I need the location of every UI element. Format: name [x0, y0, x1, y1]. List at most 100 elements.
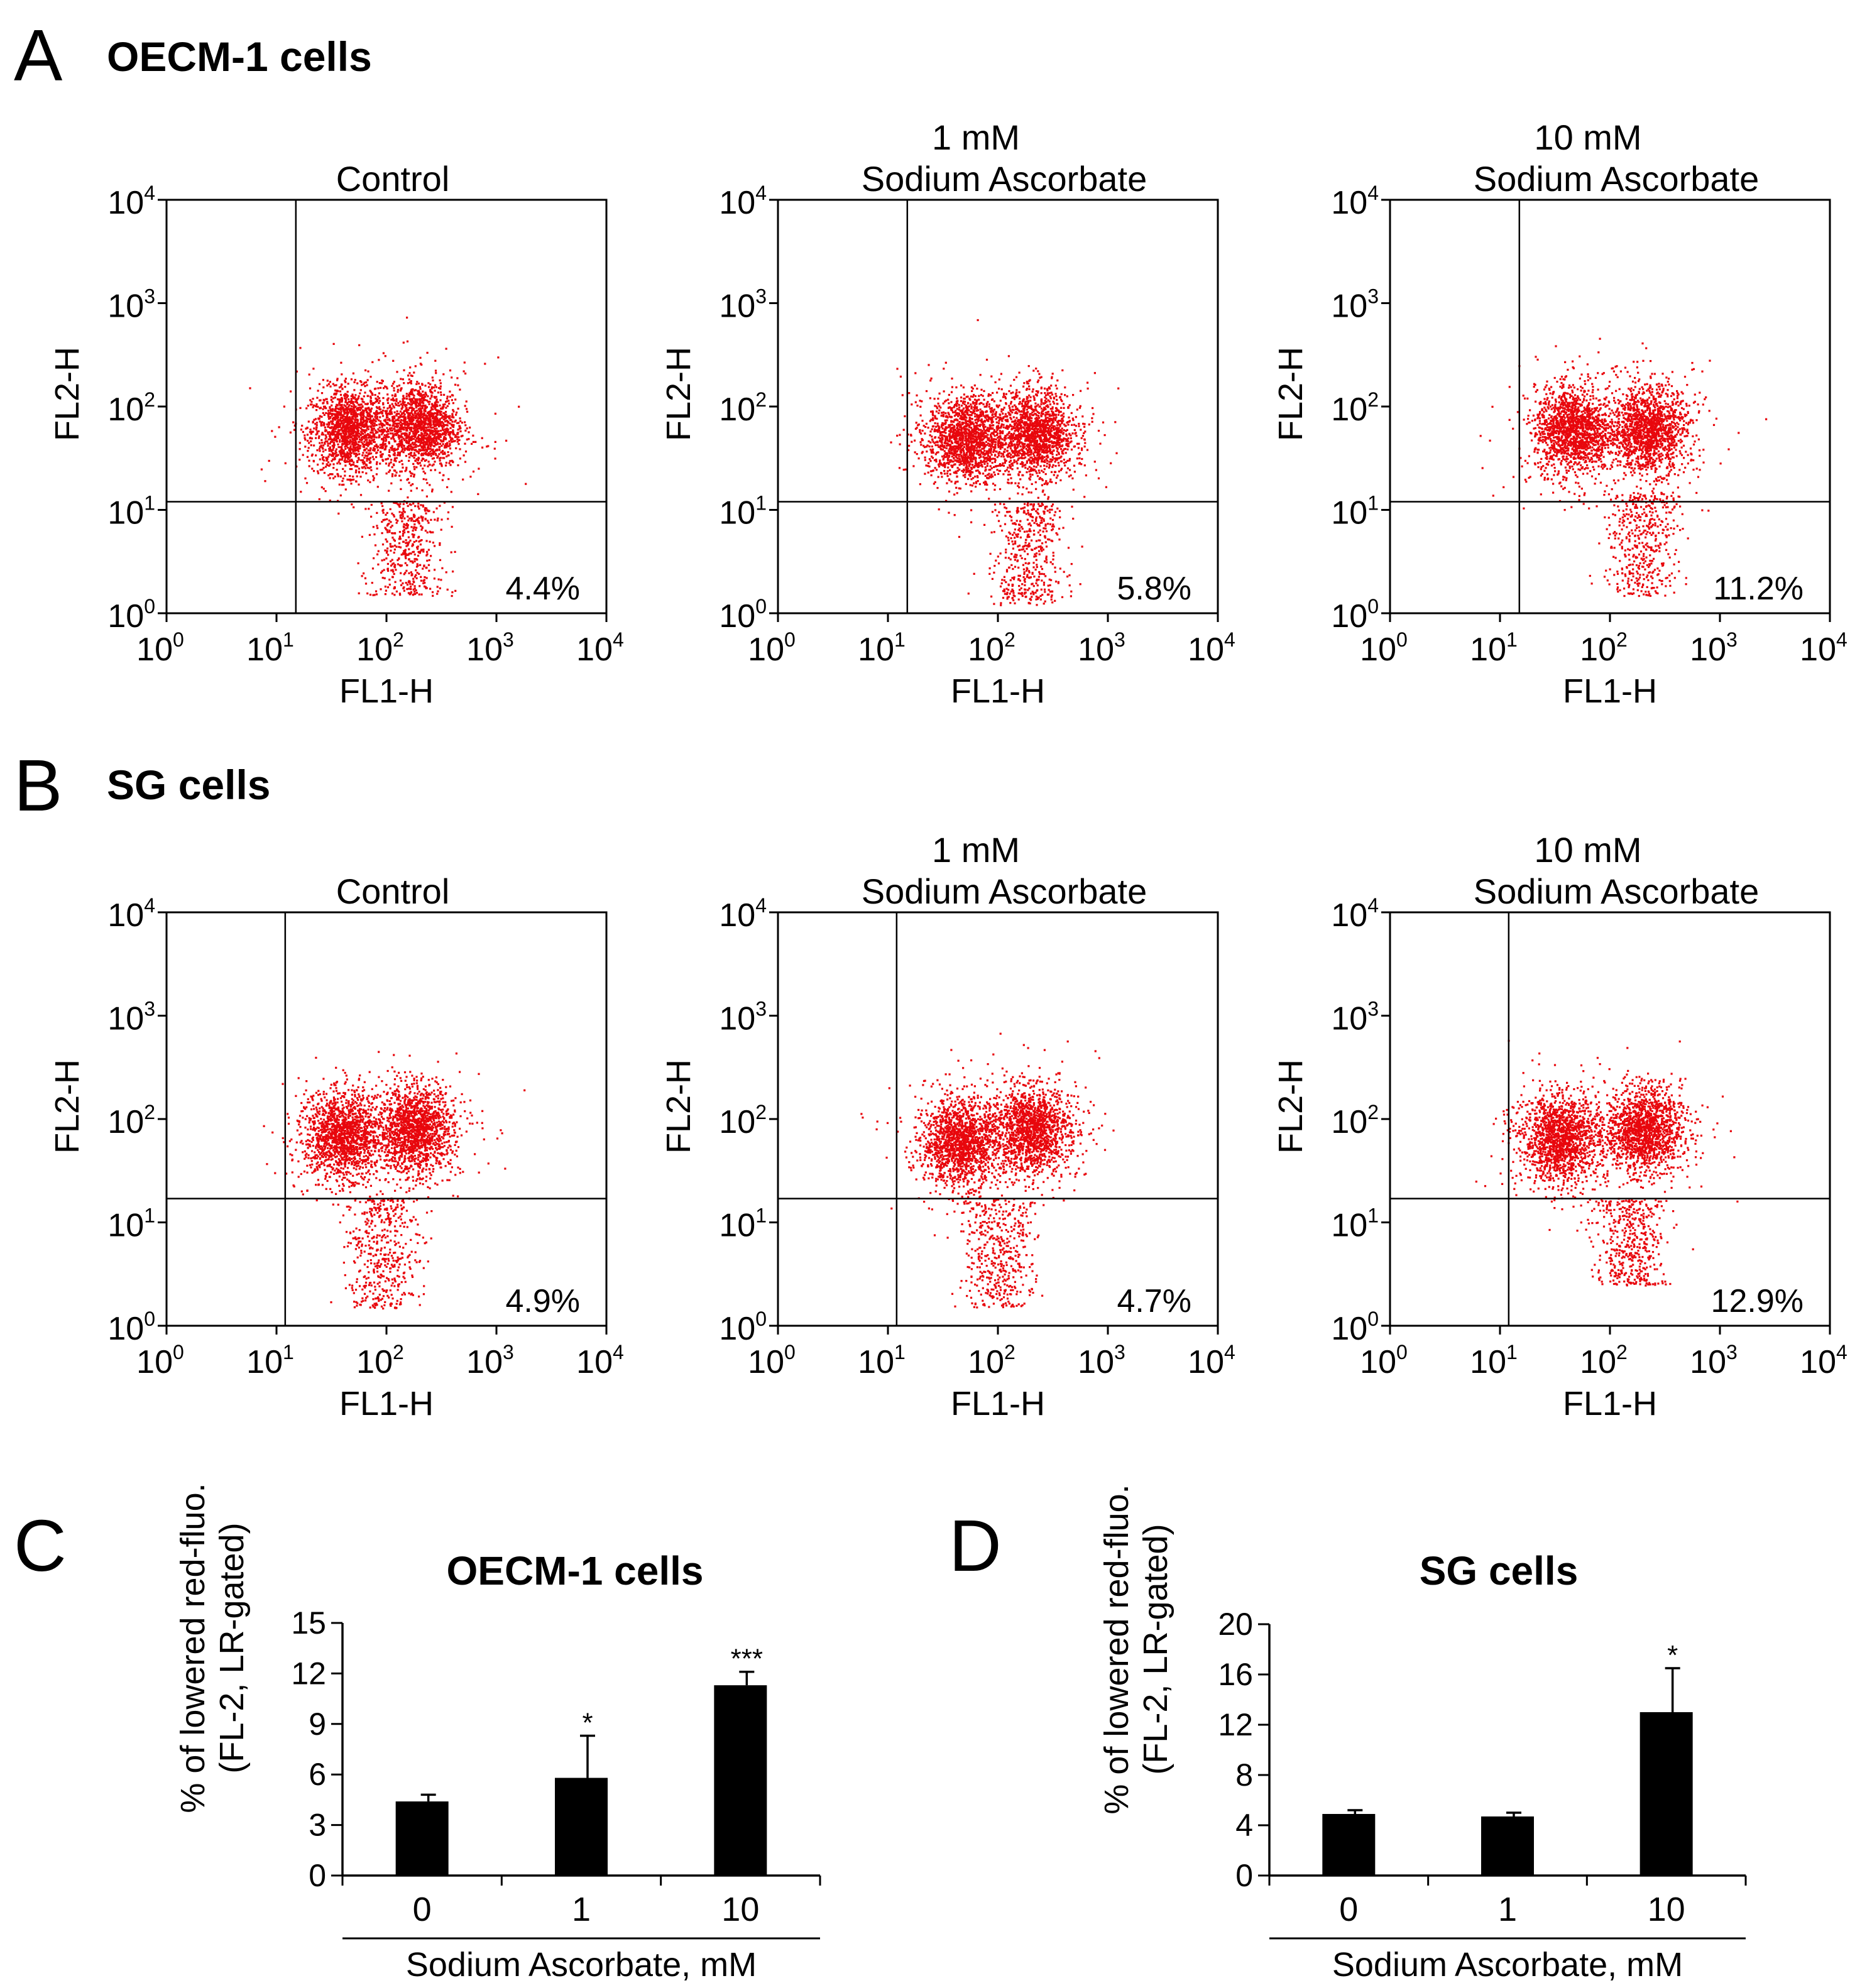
- scatter-point: [445, 407, 447, 408]
- scatter-point: [449, 391, 451, 393]
- scatter-point: [367, 371, 369, 373]
- scatter-point: [408, 372, 410, 374]
- scatter-point: [302, 431, 304, 433]
- scatter-point: [307, 456, 309, 458]
- scatter-point: [400, 378, 402, 380]
- scatter-point: [975, 482, 977, 484]
- scatter-point: [421, 423, 423, 425]
- scatter-point: [394, 545, 396, 547]
- scatter-point: [938, 428, 939, 430]
- scatter-point: [398, 436, 400, 438]
- scatter-point: [304, 445, 306, 447]
- scatter-point: [916, 405, 918, 407]
- scatter-point: [290, 432, 292, 434]
- scatter-point: [439, 542, 441, 544]
- scatter-point: [405, 557, 407, 559]
- scatter-point: [419, 585, 420, 587]
- scatter-point: [422, 489, 424, 491]
- scatter-point: [963, 452, 965, 454]
- scatter-point: [975, 449, 977, 451]
- scatter-point: [370, 391, 372, 393]
- scatter-point: [457, 436, 459, 438]
- scatter-point: [983, 399, 985, 401]
- scatter-point: [442, 423, 444, 425]
- scatter-point: [408, 460, 410, 462]
- scatter-point: [367, 395, 369, 397]
- scatter-point: [393, 464, 395, 466]
- scatter-point: [326, 423, 328, 425]
- scatter-point: [478, 467, 479, 469]
- scatter-point: [946, 483, 948, 484]
- scatter-point: [432, 427, 434, 429]
- scatter-point: [1001, 423, 1003, 425]
- scatter-point: [424, 396, 426, 398]
- scatter-point: [325, 398, 327, 400]
- scatter-point: [366, 593, 368, 594]
- scatter-point: [366, 384, 368, 386]
- scatter-point: [420, 399, 422, 401]
- scatter-point: [955, 456, 956, 457]
- scatter-point: [972, 418, 973, 420]
- scatter-point: [377, 564, 379, 565]
- scatter-point: [985, 466, 987, 468]
- scatter-point: [315, 434, 317, 435]
- scatter-point: [418, 540, 420, 542]
- scatter-point: [442, 407, 444, 408]
- scatter-point: [391, 475, 393, 477]
- scatter-point: [412, 543, 413, 545]
- scatter-point: [992, 462, 993, 464]
- scatter-point: [955, 410, 956, 412]
- scatter-point: [348, 405, 349, 407]
- scatter-point: [954, 429, 956, 430]
- scatter-point: [403, 573, 405, 575]
- scatter-point: [404, 423, 406, 425]
- scatter-point: [956, 405, 958, 407]
- scatter-point: [386, 410, 388, 412]
- scatter-point: [391, 413, 393, 415]
- scatter-point: [956, 420, 958, 422]
- scatter-point: [451, 452, 452, 454]
- scatter-point: [402, 402, 404, 404]
- scatter-point: [403, 527, 405, 528]
- scatter-point: [356, 400, 358, 402]
- scatter-point: [373, 434, 375, 435]
- scatter-point: [936, 487, 938, 489]
- scatter-point: [914, 372, 916, 374]
- scatter-point: [368, 429, 369, 430]
- scatter-point: [435, 405, 437, 407]
- scatter-point: [974, 415, 976, 417]
- scatter-point: [457, 429, 459, 430]
- scatter-point: [434, 396, 435, 398]
- scatter-point: [495, 413, 496, 415]
- scatter-point: [934, 481, 936, 483]
- scatter-point: [361, 437, 363, 439]
- scatter-point: [343, 410, 345, 412]
- scatter-point: [403, 553, 405, 555]
- scatter-point: [439, 460, 441, 462]
- scatter-point: [469, 476, 471, 478]
- scatter-point: [400, 387, 402, 389]
- scatter-point: [399, 401, 401, 403]
- scatter-point: [344, 397, 346, 399]
- scatter-point: [954, 432, 956, 434]
- scatter-point: [339, 440, 341, 442]
- scatter-point: [373, 436, 375, 438]
- scatter-point: [452, 430, 454, 432]
- scatter-point: [412, 533, 413, 535]
- scatter-point: [999, 430, 1001, 432]
- scatter-point: [418, 520, 420, 522]
- scatter-point: [320, 423, 322, 425]
- scatter-point: [928, 472, 929, 474]
- scatter-point: [435, 454, 437, 456]
- scatter-point: [349, 430, 351, 432]
- scatter-point: [391, 433, 393, 435]
- scatter-point: [358, 436, 360, 438]
- scatter-point: [410, 526, 412, 528]
- scatter-point: [408, 378, 410, 380]
- scatter-point: [369, 481, 371, 483]
- scatter-point: [952, 461, 954, 462]
- scatter-point: [353, 408, 355, 410]
- scatter-point: [420, 594, 422, 596]
- scatter-point: [929, 434, 931, 436]
- scatter-point: [393, 438, 395, 440]
